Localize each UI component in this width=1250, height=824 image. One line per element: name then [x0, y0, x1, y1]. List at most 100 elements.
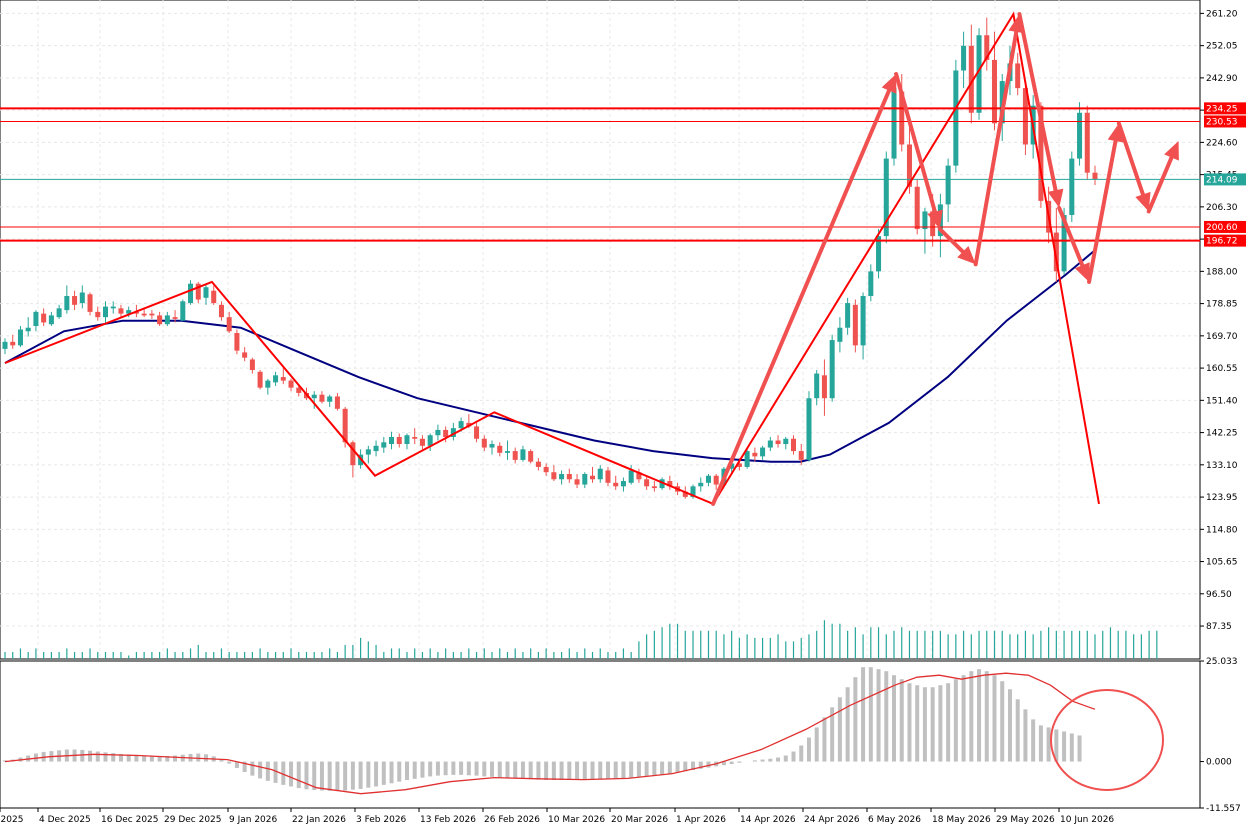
candle-body — [242, 352, 248, 358]
macd-histogram-bar — [806, 737, 811, 762]
candle — [1084, 105, 1090, 180]
candle — [265, 378, 271, 395]
candle-body — [481, 438, 487, 448]
candle-body — [327, 396, 333, 402]
arrow-shaft — [937, 227, 965, 254]
candle-body — [806, 398, 812, 460]
macd-histogram-bar — [822, 717, 827, 762]
candle-body — [582, 473, 588, 485]
macd-histogram-bar — [497, 761, 502, 778]
macd-histogram-bar — [536, 761, 541, 780]
candle — [365, 445, 371, 464]
candle-body — [698, 482, 704, 487]
candle-body — [636, 472, 642, 480]
candle — [25, 317, 31, 337]
forecast-arrow — [1057, 205, 1090, 282]
candle-body — [1061, 214, 1067, 272]
macd-histogram-bar — [404, 761, 409, 781]
candle-body — [33, 311, 39, 326]
candle-body — [249, 359, 255, 371]
candle — [520, 445, 526, 462]
candle — [574, 473, 580, 489]
candle — [2, 338, 8, 355]
macd-histogram-bar — [196, 753, 201, 762]
candle-body — [2, 341, 8, 349]
macd-histogram-bar — [203, 754, 208, 762]
macd-histogram-bar — [1031, 719, 1036, 762]
candle-body — [265, 380, 271, 388]
macd-histogram-bar — [219, 759, 224, 762]
macd-histogram-bar — [729, 761, 734, 764]
candle — [783, 436, 789, 450]
arrow-shaft — [1017, 12, 1058, 193]
candle — [33, 310, 39, 332]
price-tick-label: 178.85 — [1206, 300, 1238, 310]
candle-body — [729, 463, 735, 469]
candle — [535, 458, 541, 471]
candle-body — [520, 449, 526, 460]
arrow-shaft — [711, 88, 892, 506]
candle — [775, 435, 781, 448]
date-tick-label: 29 May 2026 — [996, 815, 1055, 824]
candle-body — [396, 436, 402, 445]
macd-histogram-bar — [1007, 689, 1012, 762]
macd-tick-label: 0.000 — [1206, 758, 1232, 768]
macd-histogram-bar — [575, 761, 580, 780]
forecast-arrow — [894, 72, 943, 230]
macd-histogram-bar — [118, 753, 123, 762]
candle-body — [682, 491, 688, 497]
candle-body — [296, 387, 302, 393]
macd-histogram-bar — [1054, 729, 1059, 762]
candle-body — [1077, 112, 1083, 159]
forecast-arrow — [1087, 123, 1124, 284]
macd-histogram-bar — [837, 697, 842, 762]
candle-body — [195, 283, 201, 300]
candle — [242, 347, 248, 362]
forecast-arrow — [1146, 140, 1179, 214]
candle — [883, 151, 889, 244]
macd-histogram-bar — [845, 687, 850, 762]
candle-body — [504, 451, 510, 453]
candle-body — [17, 329, 23, 346]
candle-body — [628, 470, 634, 483]
macd-histogram-bar — [559, 761, 564, 781]
candle — [489, 440, 495, 455]
macd-histogram-bar — [861, 667, 866, 762]
candle-body — [172, 317, 178, 319]
candle — [798, 444, 804, 466]
grid — [0, 0, 1201, 809]
macd-histogram-bar — [335, 761, 340, 791]
macd-histogram-bar — [281, 761, 286, 785]
candle-body — [87, 294, 93, 312]
candle-body — [620, 481, 626, 487]
date-tick-label: 6 May 2026 — [868, 815, 921, 824]
price-tick-label: 133.10 — [1206, 461, 1238, 471]
candle-body — [1092, 172, 1098, 180]
macd-histogram-bar — [799, 745, 804, 762]
candle-body — [613, 482, 619, 487]
candle-body — [736, 463, 742, 467]
candle — [435, 424, 441, 441]
candle-body — [1069, 158, 1075, 215]
candle — [218, 301, 224, 321]
highlight-ellipse — [1050, 689, 1164, 791]
candle-body — [775, 440, 781, 445]
macd-histogram-bar — [1077, 735, 1082, 762]
candle — [590, 466, 596, 483]
candle — [698, 477, 704, 492]
price-tick-label: 123.95 — [1206, 493, 1238, 503]
candle-body — [41, 313, 47, 323]
candle-body — [450, 428, 456, 437]
candle-body — [644, 479, 650, 487]
macd-histogram-bar — [582, 761, 587, 780]
arrow-head — [1135, 191, 1151, 212]
candle — [443, 426, 449, 443]
level-tag-label: 230.53 — [1206, 117, 1238, 127]
macd-histogram-bar — [652, 761, 657, 776]
candle — [226, 311, 232, 334]
candle — [419, 435, 425, 450]
candle — [744, 449, 750, 469]
macd-histogram-bar — [443, 761, 448, 776]
current-price-tag — [1204, 173, 1246, 186]
